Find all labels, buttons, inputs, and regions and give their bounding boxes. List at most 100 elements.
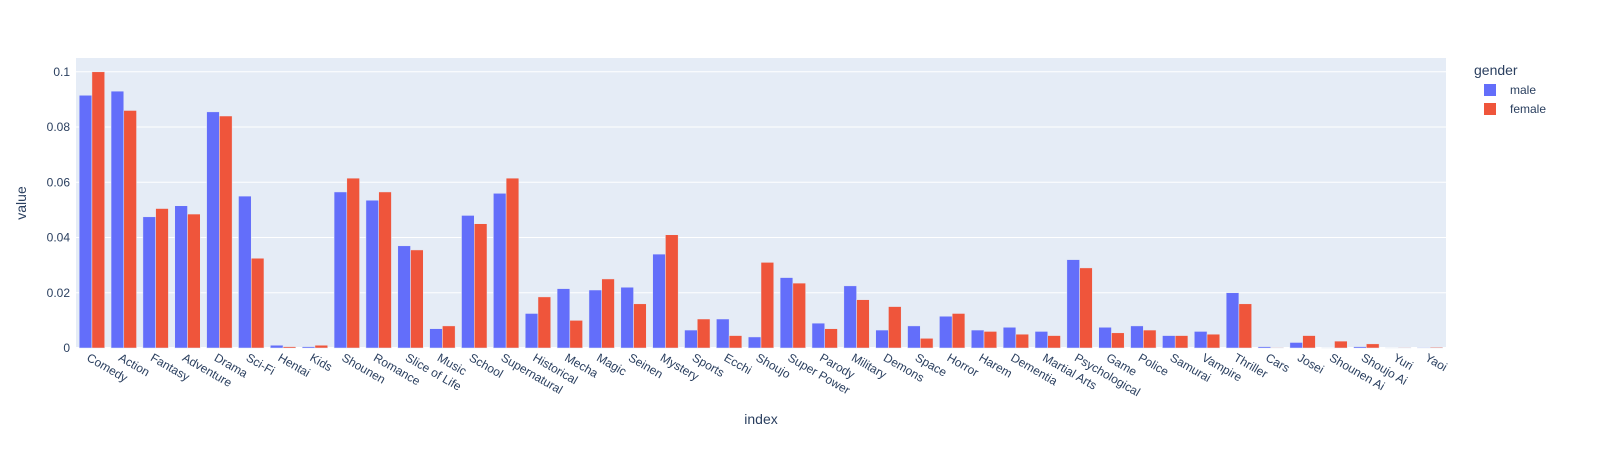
bar-female-1[interactable] xyxy=(124,110,137,348)
bar-male-16[interactable] xyxy=(589,290,602,348)
bar-male-5[interactable] xyxy=(238,196,251,348)
bar-male-12[interactable] xyxy=(462,215,475,348)
bar-male-35[interactable] xyxy=(1194,331,1207,348)
legend-label-female: female xyxy=(1510,102,1546,116)
bar-female-17[interactable] xyxy=(634,304,647,348)
bar-male-3[interactable] xyxy=(175,206,188,348)
bar-male-29[interactable] xyxy=(1003,327,1016,348)
bar-male-2[interactable] xyxy=(143,217,156,348)
bar-male-26[interactable] xyxy=(908,326,921,348)
bar-female-28[interactable] xyxy=(984,331,997,348)
legend-item-male[interactable]: male xyxy=(1484,83,1536,97)
bar-male-10[interactable] xyxy=(398,246,411,348)
bar-female-19[interactable] xyxy=(697,319,710,348)
bar-male-1[interactable] xyxy=(111,91,124,348)
bar-female-9[interactable] xyxy=(379,192,392,348)
bar-male-13[interactable] xyxy=(493,193,506,348)
bar-female-7[interactable] xyxy=(315,345,328,348)
bar-female-8[interactable] xyxy=(347,178,360,348)
bar-female-13[interactable] xyxy=(506,178,519,348)
x-tick-label: Magic xyxy=(594,350,629,378)
bar-male-28[interactable] xyxy=(971,330,984,348)
bar-male-22[interactable] xyxy=(780,278,793,348)
bar-female-33[interactable] xyxy=(1143,330,1156,348)
bar-male-31[interactable] xyxy=(1067,260,1080,348)
bar-male-37[interactable] xyxy=(1258,347,1271,348)
bar-male-15[interactable] xyxy=(557,289,570,348)
bar-female-37[interactable] xyxy=(1271,347,1284,348)
bar-female-30[interactable] xyxy=(1048,336,1061,348)
bar-male-30[interactable] xyxy=(1035,331,1048,348)
y-tick-labels: 00.020.040.060.080.1 xyxy=(47,65,71,355)
bar-male-6[interactable] xyxy=(270,345,283,348)
bar-female-35[interactable] xyxy=(1207,334,1220,348)
bar-male-27[interactable] xyxy=(939,316,952,348)
bar-female-12[interactable] xyxy=(474,224,487,348)
bar-male-14[interactable] xyxy=(525,313,538,348)
bar-female-34[interactable] xyxy=(1175,336,1188,348)
bar-female-39[interactable] xyxy=(1334,341,1347,348)
bar-female-6[interactable] xyxy=(283,347,296,348)
bar-male-24[interactable] xyxy=(844,286,857,348)
bar-male-32[interactable] xyxy=(1099,327,1112,348)
bar-male-8[interactable] xyxy=(334,192,347,348)
x-tick-label: Shoujo xyxy=(754,350,794,381)
bar-male-0[interactable] xyxy=(79,95,92,348)
x-tick-label: Seinen xyxy=(626,350,665,381)
bar-female-40[interactable] xyxy=(1366,344,1379,348)
bar-male-25[interactable] xyxy=(876,330,889,348)
bar-female-25[interactable] xyxy=(888,307,901,348)
bar-female-20[interactable] xyxy=(729,336,742,348)
bar-male-20[interactable] xyxy=(716,319,729,348)
x-tick-label: Sci-Fi xyxy=(244,350,278,377)
x-tick-label: Police xyxy=(1136,350,1172,379)
bar-female-26[interactable] xyxy=(920,338,933,348)
bar-female-3[interactable] xyxy=(188,214,201,348)
bar-female-10[interactable] xyxy=(411,250,424,348)
bar-male-33[interactable] xyxy=(1131,326,1144,348)
bar-male-42[interactable] xyxy=(1417,347,1430,348)
bar-female-18[interactable] xyxy=(665,235,678,348)
bar-male-34[interactable] xyxy=(1162,336,1175,348)
bar-female-5[interactable] xyxy=(251,258,264,348)
bar-female-23[interactable] xyxy=(825,329,838,348)
bar-male-23[interactable] xyxy=(812,323,825,348)
bar-female-22[interactable] xyxy=(793,283,806,348)
bar-female-24[interactable] xyxy=(857,300,870,348)
bar-female-27[interactable] xyxy=(952,313,965,348)
bar-female-15[interactable] xyxy=(570,320,583,348)
bar-female-11[interactable] xyxy=(442,326,455,348)
bar-male-18[interactable] xyxy=(653,254,666,348)
bar-male-9[interactable] xyxy=(366,200,379,348)
bar-male-19[interactable] xyxy=(685,330,698,348)
bar-male-4[interactable] xyxy=(207,112,220,348)
bar-male-17[interactable] xyxy=(621,287,634,348)
bar-male-7[interactable] xyxy=(302,347,315,348)
bar-female-2[interactable] xyxy=(156,209,169,348)
bar-female-21[interactable] xyxy=(761,262,774,348)
legend-swatch-male xyxy=(1484,84,1496,96)
bar-male-36[interactable] xyxy=(1226,293,1239,348)
bar-female-31[interactable] xyxy=(1080,268,1093,348)
bar-female-16[interactable] xyxy=(602,279,615,348)
bar-female-36[interactable] xyxy=(1239,304,1252,348)
legend-item-female[interactable]: female xyxy=(1484,102,1546,116)
bar-female-4[interactable] xyxy=(219,116,232,348)
legend[interactable]: gender male female xyxy=(1474,62,1546,116)
bar-male-38[interactable] xyxy=(1290,342,1303,348)
x-tick-labels: ComedyActionFantasyAdventureDramaSci-FiH… xyxy=(84,350,1449,399)
bar-female-42[interactable] xyxy=(1430,347,1443,348)
bar-female-0[interactable] xyxy=(92,72,105,348)
bar-male-11[interactable] xyxy=(430,329,443,348)
bar-female-38[interactable] xyxy=(1303,336,1316,348)
bar-female-14[interactable] xyxy=(538,297,551,348)
bar-male-21[interactable] xyxy=(748,337,761,348)
y-tick-label: 0.04 xyxy=(47,231,71,245)
bar-female-41[interactable] xyxy=(1398,347,1411,348)
bar-female-29[interactable] xyxy=(1016,334,1029,348)
bar-female-32[interactable] xyxy=(1111,333,1124,348)
y-tick-label: 0.06 xyxy=(47,175,71,189)
bar-male-40[interactable] xyxy=(1354,347,1367,348)
